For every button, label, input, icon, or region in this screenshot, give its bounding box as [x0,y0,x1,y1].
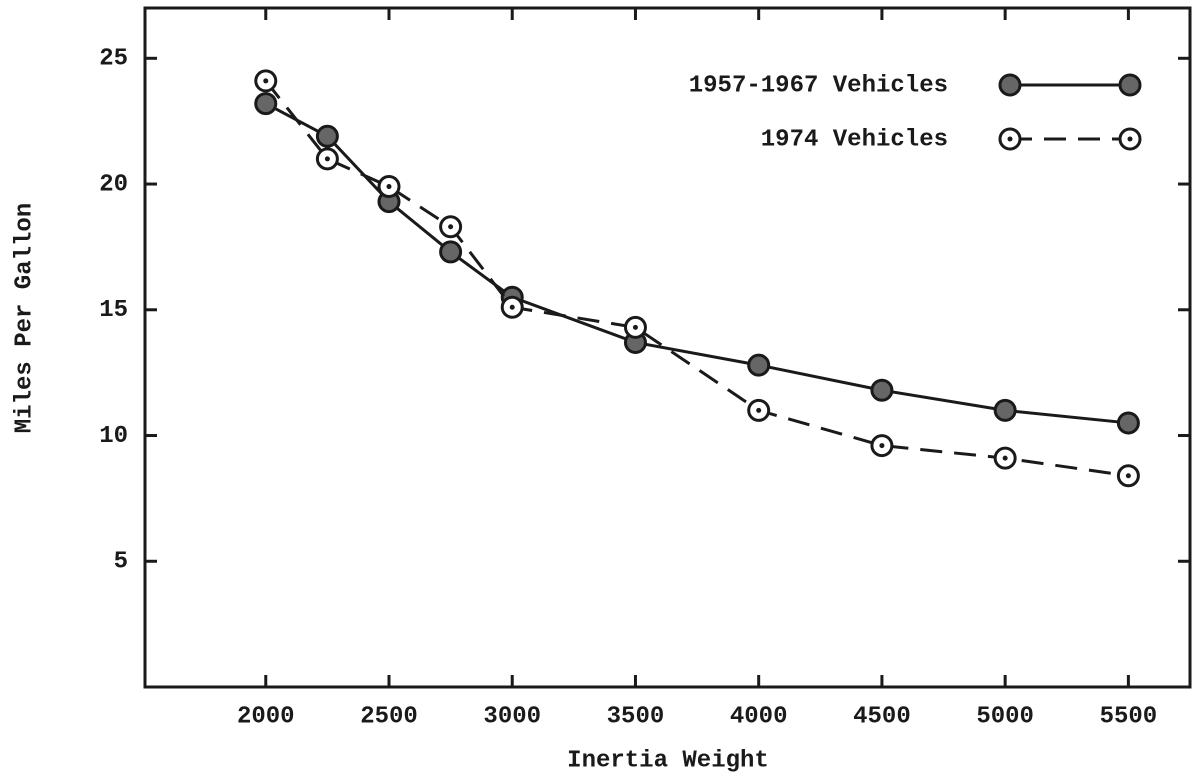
x-tick-label: 2000 [237,703,295,730]
x-axis-label: Inertia Weight [567,747,769,774]
series-line [265,102,1129,425]
legend-label: 1957-1967 Vehicles [689,72,948,99]
x-tick-label: 3500 [607,703,665,730]
y-axis-label: Miles Per Gallon [11,203,38,433]
y-tick-label: 15 [99,297,128,324]
marker-dot [263,78,269,84]
marker [254,92,278,116]
x-tick-label: 4000 [730,703,788,730]
y-tick-label: 10 [99,423,128,450]
marker [870,378,894,402]
marker [439,240,463,264]
legend-label: 1974 Vehicles [761,126,948,153]
x-tick-label: 5500 [1100,703,1158,730]
marker-dot [1007,136,1013,142]
x-tick-label: 5000 [976,703,1034,730]
marker [315,124,339,148]
marker [993,398,1017,422]
y-tick-label: 20 [99,171,128,198]
y-tick-label: 25 [99,46,128,73]
marker-dot [1125,473,1131,479]
marker [998,73,1022,97]
x-tick-label: 2500 [360,703,418,730]
y-tick-label: 5 [114,549,128,576]
marker-dot [756,407,762,413]
marker-dot [324,156,330,162]
marker [1116,411,1140,435]
x-tick-label: 4500 [853,703,911,730]
marker-dot [1002,455,1008,461]
marker-dot [632,324,638,330]
marker-dot [386,184,392,190]
plot-frame [143,6,1192,689]
marker-dot [509,304,515,310]
marker-dot [879,443,885,449]
marker-dot [1127,136,1133,142]
marker [1118,73,1142,97]
x-tick-label: 3000 [483,703,541,730]
marker-dot [448,224,454,230]
marker [747,353,771,377]
